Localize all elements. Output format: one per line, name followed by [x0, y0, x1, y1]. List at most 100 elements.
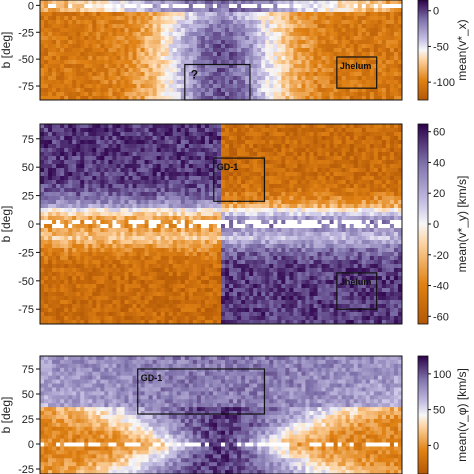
heatmap-cell — [377, 40, 383, 45]
heatmap-cell — [152, 224, 158, 229]
heatmap-cell — [301, 176, 306, 181]
heatmap-cell — [265, 40, 270, 45]
heatmap-cell — [76, 36, 81, 41]
heatmap-cell — [221, 56, 226, 61]
heatmap-cell — [180, 196, 186, 201]
heatmap-cell — [297, 4, 302, 9]
heatmap-cell — [44, 136, 49, 141]
heatmap-cell — [132, 24, 137, 29]
heatmap-cell — [152, 56, 158, 61]
heatmap-cell — [156, 44, 162, 49]
heatmap-cell — [329, 172, 335, 177]
heatmap-cell — [333, 76, 339, 81]
heatmap-cell — [237, 28, 242, 33]
heatmap-cell — [341, 176, 347, 181]
heatmap-cell — [357, 136, 363, 141]
heatmap-cell — [229, 208, 234, 213]
heatmap-cell — [128, 128, 133, 133]
heatmap-cell — [381, 156, 387, 161]
heatmap-cell — [225, 136, 230, 141]
heatmap-cell — [297, 96, 302, 100]
heatmap-cell — [128, 56, 133, 61]
heatmap-cell — [80, 156, 85, 161]
heatmap-cell — [389, 148, 395, 153]
heatmap-cell — [124, 96, 129, 100]
heatmap-cell — [273, 20, 278, 25]
heatmap-cell — [281, 8, 286, 13]
heatmap-cell — [321, 0, 326, 5]
heatmap-cell — [333, 200, 339, 205]
heatmap-cell — [76, 8, 81, 13]
heatmap-cell — [64, 48, 69, 53]
heatmap-cell — [353, 68, 359, 73]
heatmap-cell — [297, 80, 302, 85]
heatmap-cell — [289, 184, 294, 189]
heatmap-cell — [140, 0, 145, 5]
heatmap-cell — [80, 128, 85, 133]
heatmap-cell — [329, 168, 335, 173]
heatmap-cell — [148, 80, 154, 85]
heatmap-cell — [269, 88, 274, 93]
heatmap-cell — [40, 244, 45, 249]
heatmap-cell — [60, 180, 65, 185]
heatmap-cell — [124, 244, 129, 249]
heatmap-cell — [289, 36, 294, 41]
heatmap-cell — [56, 64, 61, 69]
heatmap-cell — [265, 204, 270, 209]
heatmap-cell — [369, 192, 375, 197]
heatmap-cell — [245, 36, 250, 41]
heatmap-cell — [261, 88, 266, 93]
heatmap-cell — [313, 140, 318, 145]
heatmap-cell — [116, 60, 121, 65]
heatmap-cell — [56, 140, 61, 145]
heatmap-cell — [361, 228, 367, 233]
heatmap-cell — [152, 8, 158, 13]
heatmap-cell — [48, 140, 53, 145]
heatmap-cell — [120, 132, 125, 137]
heatmap-cell — [144, 84, 149, 89]
heatmap-cell — [68, 176, 73, 181]
heatmap-cell — [64, 28, 69, 33]
heatmap-cell — [108, 236, 113, 241]
heatmap-cell — [76, 168, 81, 173]
heatmap-cell — [76, 20, 81, 25]
heatmap-cell — [140, 76, 145, 81]
heatmap-cell — [293, 192, 298, 197]
heatmap-cell — [289, 56, 294, 61]
heatmap-cell — [192, 220, 198, 225]
heatmap-cell — [84, 172, 89, 177]
heatmap-cell — [168, 52, 174, 57]
heatmap-cell — [389, 24, 395, 29]
heatmap-cell — [72, 224, 77, 229]
heatmap-cell — [92, 200, 97, 205]
heatmap-cell — [180, 48, 186, 53]
heatmap-cell — [229, 144, 234, 149]
heatmap-cell — [317, 92, 322, 97]
heatmap-cell — [273, 140, 278, 145]
heatmap-cell — [120, 144, 125, 149]
heatmap-cell — [329, 12, 335, 17]
heatmap-cell — [112, 216, 117, 221]
heatmap-cell — [192, 192, 198, 197]
heatmap-cell — [353, 76, 359, 81]
heatmap-cell — [273, 48, 278, 53]
heatmap-cell — [132, 140, 137, 145]
heatmap-cell — [337, 124, 343, 129]
heatmap-cell — [48, 92, 53, 97]
heatmap-cell — [200, 208, 206, 213]
heatmap-cell — [140, 164, 145, 169]
heatmap-cell — [273, 0, 278, 5]
heatmap-cell — [176, 196, 182, 201]
heatmap-cell — [225, 68, 230, 73]
heatmap-cell — [188, 172, 194, 177]
heatmap-cell — [188, 28, 194, 33]
heatmap-cell — [225, 124, 230, 129]
heatmap-cell — [345, 208, 351, 213]
heatmap-cell — [196, 32, 202, 37]
heatmap-cell — [257, 236, 262, 241]
heatmap-cell — [389, 196, 395, 201]
heatmap-cell — [56, 152, 61, 157]
heatmap-cell — [341, 200, 347, 205]
heatmap-cell — [76, 184, 81, 189]
heatmap-cell — [128, 244, 133, 249]
